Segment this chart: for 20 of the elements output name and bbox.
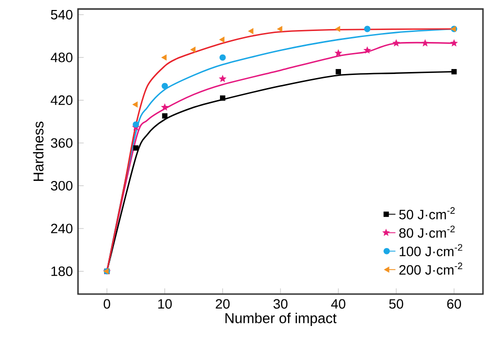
- x-tick-label: 30: [273, 299, 288, 309]
- legend-label: 200 J·cm$^{-2}$: [399, 262, 462, 275]
- y-tick-label: 540: [50, 10, 72, 20]
- y-tick-label: 480: [50, 52, 72, 62]
- y-axis-title: Hardness: [33, 122, 44, 181]
- y-tick-label: 420: [50, 95, 72, 105]
- legend-label: 50 J·cm$^{-2}$: [399, 207, 455, 220]
- y-tick-label: 360: [50, 138, 72, 148]
- x-axis-title: Number of impact: [225, 312, 337, 326]
- x-tick-label: 0: [104, 299, 110, 309]
- x-tick-label: 50: [389, 299, 404, 309]
- legend-label: 80 J·cm$^{-2}$: [399, 226, 455, 238]
- x-tick-label: 40: [331, 299, 346, 309]
- legend-label: 100 J·cm$^{-2}$: [400, 244, 462, 256]
- x-tick-label: 20: [216, 299, 230, 309]
- x-tick-label: 60: [447, 299, 462, 309]
- y-tick-label: 300: [50, 180, 72, 190]
- x-tick-label: 10: [158, 299, 172, 309]
- y-tick-label: 180: [51, 266, 72, 276]
- y-tick-label: 240: [51, 224, 72, 234]
